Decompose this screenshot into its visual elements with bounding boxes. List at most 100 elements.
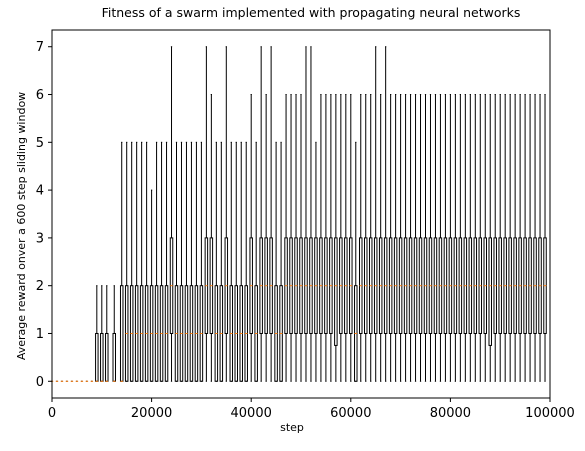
box-32	[214, 141, 219, 382]
x-tick-label: 20000	[131, 406, 172, 421]
box-74	[423, 94, 428, 382]
box-62	[363, 94, 368, 382]
box-40	[254, 141, 258, 382]
box-91	[508, 94, 512, 382]
chart-title: Fitness of a swarm implemented with prop…	[102, 5, 521, 20]
box-80	[453, 94, 458, 382]
box-55	[329, 94, 333, 382]
box-51	[309, 46, 313, 382]
box-70	[403, 94, 408, 382]
box-36	[234, 141, 239, 382]
box-77	[438, 94, 443, 382]
x-axis: 0 20000 40000 60000 80000 100000	[48, 398, 575, 421]
box-41	[259, 46, 263, 382]
box-47	[289, 94, 293, 382]
box-34	[224, 46, 229, 382]
y-tick-label: 7	[36, 40, 44, 55]
box-23	[169, 46, 174, 382]
box-60	[354, 141, 358, 382]
box-19	[149, 189, 154, 382]
box-35	[229, 141, 234, 382]
box-58	[344, 94, 348, 382]
box-98	[543, 94, 547, 382]
box-68	[393, 94, 398, 382]
box-28	[194, 141, 199, 382]
y-tick-label: 4	[36, 184, 44, 199]
box-87	[488, 94, 492, 382]
box-12	[112, 285, 116, 382]
box-16	[134, 141, 139, 382]
box-88	[493, 94, 497, 382]
plot-frame	[51, 29, 551, 399]
box-86	[483, 94, 488, 382]
box-38	[244, 141, 248, 382]
box-body	[119, 285, 124, 382]
box-17	[139, 141, 144, 382]
box-53	[319, 94, 323, 382]
box-85	[478, 94, 483, 382]
box-82	[463, 94, 468, 382]
box-body	[95, 332, 99, 382]
box-13	[119, 141, 124, 382]
y-tick-label: 6	[36, 88, 44, 103]
box-30	[204, 46, 209, 382]
x-tick-label: 0	[48, 406, 56, 421]
box-97	[538, 94, 542, 382]
box-90	[503, 94, 507, 382]
box-45	[279, 141, 283, 382]
y-tick-label: 3	[36, 231, 44, 246]
x-tick-label: 100000	[525, 406, 575, 421]
box-26	[184, 141, 189, 382]
plot-area	[50, 46, 547, 382]
box-body	[488, 237, 492, 346]
x-tick-label: 60000	[330, 406, 371, 421]
x-tick-label: 40000	[231, 406, 272, 421]
box-84	[473, 94, 478, 382]
box-93	[518, 94, 522, 382]
box-14	[124, 141, 129, 382]
box-43	[269, 46, 273, 382]
box-39	[249, 94, 253, 382]
box-81	[458, 94, 463, 382]
box-body	[105, 332, 109, 382]
box-76	[433, 94, 438, 382]
box-27	[189, 141, 194, 382]
y-tick-label: 1	[36, 327, 44, 342]
box-44	[274, 141, 278, 382]
box-15	[129, 141, 134, 382]
y-axis: 0 1 2 3 4 5 6 7	[36, 40, 52, 390]
box-29	[199, 141, 204, 382]
box-body	[100, 332, 104, 382]
box-52	[314, 141, 318, 382]
box-59	[349, 94, 353, 382]
box-10	[100, 285, 104, 382]
box-24	[174, 141, 179, 382]
box-56	[334, 94, 338, 382]
box-73	[418, 94, 423, 382]
box-92	[513, 94, 517, 382]
y-axis-label: Average reward onver a 600 step sliding …	[15, 92, 28, 360]
box-78	[443, 94, 448, 382]
box-46	[284, 94, 288, 382]
box-21	[159, 141, 164, 382]
box-94	[523, 94, 527, 382]
box-42	[264, 94, 268, 382]
box-57	[339, 94, 343, 382]
box-83	[468, 94, 473, 382]
box-31	[209, 94, 214, 382]
box-18	[144, 141, 149, 382]
box-body	[112, 332, 116, 382]
box-37	[239, 141, 243, 382]
x-tick-label: 80000	[430, 406, 471, 421]
box-body	[334, 237, 338, 346]
box-95	[528, 94, 532, 382]
box-89	[498, 94, 502, 382]
box-22	[164, 141, 169, 382]
box-25	[179, 141, 184, 382]
x-axis-label: step	[280, 421, 304, 434]
box-96	[533, 94, 537, 382]
box-49	[299, 94, 303, 382]
box-65	[378, 94, 383, 382]
box-72	[413, 94, 418, 382]
